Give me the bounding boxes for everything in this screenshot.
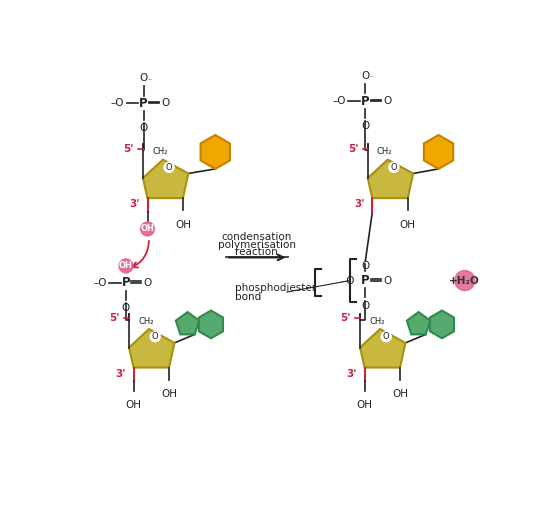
Text: 5': 5' bbox=[340, 313, 351, 323]
Text: OH: OH bbox=[400, 220, 416, 230]
Text: 5': 5' bbox=[123, 144, 134, 154]
Polygon shape bbox=[407, 312, 430, 334]
Polygon shape bbox=[430, 310, 454, 338]
Text: P: P bbox=[361, 95, 370, 107]
Circle shape bbox=[389, 162, 399, 173]
Text: O: O bbox=[122, 303, 130, 313]
Text: O: O bbox=[161, 98, 170, 108]
Polygon shape bbox=[360, 329, 405, 367]
Text: 3': 3' bbox=[129, 200, 140, 209]
Text: 5': 5' bbox=[109, 313, 120, 323]
Circle shape bbox=[119, 259, 133, 273]
Text: O: O bbox=[166, 163, 173, 172]
Text: O: O bbox=[152, 332, 159, 341]
Circle shape bbox=[164, 162, 174, 173]
Text: OH: OH bbox=[161, 389, 177, 399]
Text: 5': 5' bbox=[348, 144, 358, 154]
Text: OH: OH bbox=[119, 262, 133, 270]
Text: P: P bbox=[122, 276, 131, 289]
Polygon shape bbox=[143, 160, 189, 198]
Text: OH: OH bbox=[140, 224, 154, 234]
Text: OH: OH bbox=[392, 389, 408, 399]
Text: phosphodiester: phosphodiester bbox=[234, 283, 316, 293]
Circle shape bbox=[381, 332, 391, 342]
Text: ⁻: ⁻ bbox=[369, 74, 373, 82]
Text: O: O bbox=[390, 163, 397, 172]
Polygon shape bbox=[199, 310, 223, 338]
Text: OH: OH bbox=[357, 400, 373, 410]
Text: 3': 3' bbox=[116, 369, 126, 379]
Text: O: O bbox=[144, 278, 152, 288]
Text: ⁻: ⁻ bbox=[148, 76, 152, 85]
Circle shape bbox=[140, 222, 154, 236]
Text: O: O bbox=[139, 124, 148, 133]
Polygon shape bbox=[129, 329, 174, 367]
Text: –O: –O bbox=[111, 98, 124, 108]
Text: O: O bbox=[383, 275, 392, 286]
Text: –O: –O bbox=[333, 96, 346, 106]
Text: O: O bbox=[361, 71, 369, 81]
Text: CH₂: CH₂ bbox=[138, 317, 154, 326]
Text: OH: OH bbox=[175, 220, 191, 230]
Text: O: O bbox=[361, 300, 369, 310]
Polygon shape bbox=[424, 135, 453, 169]
Text: +H₂O: +H₂O bbox=[450, 275, 480, 286]
Text: polymerisation: polymerisation bbox=[218, 240, 296, 250]
Text: –O: –O bbox=[93, 278, 107, 288]
Text: O: O bbox=[361, 121, 369, 131]
Polygon shape bbox=[176, 312, 199, 334]
Text: P: P bbox=[139, 97, 148, 110]
Circle shape bbox=[150, 332, 160, 342]
Text: O: O bbox=[383, 332, 389, 341]
Text: CH₂: CH₂ bbox=[377, 148, 393, 156]
Polygon shape bbox=[368, 160, 413, 198]
Polygon shape bbox=[201, 135, 230, 169]
Text: O: O bbox=[139, 73, 148, 83]
Text: CH₂: CH₂ bbox=[369, 317, 385, 326]
Circle shape bbox=[455, 270, 475, 291]
Text: condensation: condensation bbox=[222, 232, 292, 242]
Text: O: O bbox=[361, 261, 369, 270]
Text: bond: bond bbox=[234, 292, 261, 302]
Text: 3': 3' bbox=[354, 200, 364, 209]
Text: –O: –O bbox=[341, 275, 354, 286]
Text: 3': 3' bbox=[346, 369, 357, 379]
Text: O: O bbox=[383, 96, 392, 106]
Text: reaction: reaction bbox=[236, 247, 278, 258]
Text: P: P bbox=[361, 274, 370, 287]
Text: OH: OH bbox=[126, 400, 142, 410]
Text: CH₂: CH₂ bbox=[152, 148, 168, 156]
